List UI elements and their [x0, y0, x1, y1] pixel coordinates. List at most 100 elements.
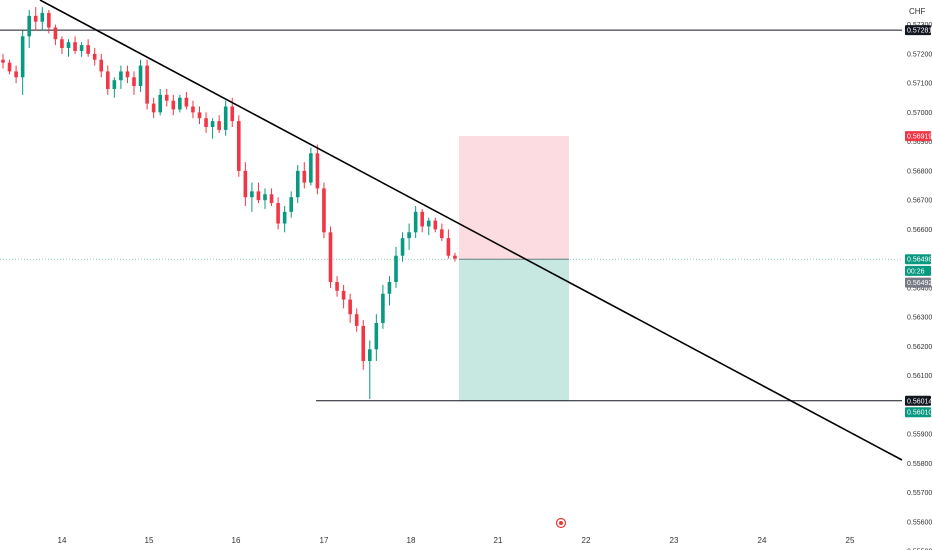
price-badge-bg — [905, 395, 931, 406]
candle[interactable] — [243, 162, 248, 206]
candle-body — [86, 45, 90, 54]
price-badge-bg — [905, 131, 931, 142]
candle-body — [191, 106, 195, 113]
candle[interactable] — [237, 115, 241, 177]
candle[interactable] — [197, 106, 202, 125]
candle[interactable] — [335, 276, 339, 297]
candle-body — [223, 106, 228, 130]
candle-body — [171, 100, 176, 110]
candle[interactable] — [210, 118, 215, 139]
candle-body — [295, 170, 300, 198]
candle-body — [361, 325, 366, 361]
candle[interactable] — [33, 7, 38, 31]
candle[interactable] — [276, 197, 280, 230]
x-tick-label: 21 — [494, 536, 503, 545]
time-axis[interactable]: 14 15 16 17 18 21 22 23 24 25 — [58, 536, 855, 545]
candle[interactable] — [420, 208, 424, 233]
candle[interactable] — [407, 223, 411, 250]
candle-body — [158, 94, 162, 113]
candle[interactable] — [14, 65, 18, 84]
price-badge-label: 0.57281 — [907, 28, 932, 35]
candle[interactable] — [453, 252, 457, 262]
candle[interactable] — [158, 88, 162, 116]
candle[interactable] — [394, 246, 398, 288]
candle[interactable] — [138, 59, 143, 92]
price-badge[interactable]: 0.56014 — [905, 395, 932, 406]
candle[interactable] — [263, 188, 267, 209]
price-axis[interactable]: 0.573000.572000.571000.570000.569000.568… — [905, 22, 932, 550]
candle[interactable] — [40, 7, 45, 31]
candle[interactable] — [27, 10, 31, 49]
y-tick-label: 0.57000 — [907, 110, 932, 117]
candle[interactable] — [250, 182, 254, 212]
candle[interactable] — [217, 115, 221, 133]
plot-area[interactable] — [0, 0, 903, 461]
candle[interactable] — [151, 97, 156, 119]
price-badge[interactable]: 0.56919 — [905, 131, 932, 142]
candle[interactable] — [400, 232, 405, 262]
candle[interactable] — [341, 284, 346, 309]
price-badge[interactable]: 00:26 — [905, 265, 931, 276]
candle[interactable] — [20, 30, 25, 95]
candle[interactable] — [47, 10, 51, 34]
candle[interactable] — [302, 162, 307, 189]
candle[interactable] — [92, 48, 97, 66]
candle[interactable] — [79, 42, 84, 57]
event-marker-icon[interactable] — [555, 517, 567, 529]
descending-trendline[interactable] — [39, 0, 903, 461]
candle[interactable] — [112, 77, 117, 98]
candle[interactable] — [7, 59, 12, 75]
candle[interactable] — [119, 65, 123, 89]
candle[interactable] — [184, 91, 189, 110]
candle-body — [243, 170, 248, 198]
price-badge[interactable]: 0.56492 — [905, 277, 932, 288]
candle[interactable] — [53, 24, 58, 46]
candle[interactable] — [387, 276, 392, 306]
candle[interactable] — [374, 314, 379, 361]
candle[interactable] — [204, 112, 208, 133]
candle[interactable] — [426, 217, 431, 236]
candle[interactable] — [315, 144, 320, 195]
candle[interactable] — [322, 182, 326, 239]
price-badge[interactable]: 0.56498 — [905, 254, 932, 265]
candle[interactable] — [295, 165, 300, 204]
price-badge[interactable]: 0.57281 — [905, 25, 932, 36]
candle-body — [7, 62, 12, 72]
candle[interactable] — [256, 182, 261, 204]
candle[interactable] — [73, 36, 77, 54]
candle[interactable] — [178, 94, 182, 113]
candle-body — [230, 106, 235, 122]
candle[interactable] — [309, 147, 313, 186]
candle[interactable] — [381, 284, 385, 329]
candle[interactable] — [282, 205, 287, 233]
candle[interactable] — [145, 59, 149, 110]
candle[interactable] — [433, 217, 438, 233]
candle[interactable] — [99, 53, 104, 78]
candle[interactable] — [440, 223, 444, 242]
candle[interactable] — [66, 39, 71, 57]
candle[interactable] — [269, 188, 274, 206]
candle[interactable] — [289, 191, 293, 218]
candle[interactable] — [86, 39, 90, 57]
candle[interactable] — [361, 320, 366, 370]
price-badge[interactable]: 0.56010 — [905, 407, 932, 418]
candle[interactable] — [106, 65, 110, 95]
candle[interactable] — [354, 308, 359, 332]
candle[interactable] — [164, 88, 169, 107]
stop-loss-zone[interactable] — [459, 136, 569, 260]
candle[interactable] — [171, 94, 176, 116]
candle[interactable] — [368, 340, 372, 400]
candle[interactable] — [223, 100, 228, 136]
candle[interactable] — [1, 53, 5, 69]
candle[interactable] — [191, 100, 195, 119]
candle[interactable] — [413, 205, 418, 239]
candle[interactable] — [348, 293, 352, 323]
candle[interactable] — [132, 71, 136, 95]
candle[interactable] — [60, 36, 64, 54]
y-tick-label: 0.55700 — [907, 490, 932, 497]
candle[interactable] — [446, 229, 451, 259]
candle[interactable] — [125, 65, 130, 84]
take-profit-zone[interactable] — [459, 259, 569, 401]
candle[interactable] — [328, 226, 333, 288]
